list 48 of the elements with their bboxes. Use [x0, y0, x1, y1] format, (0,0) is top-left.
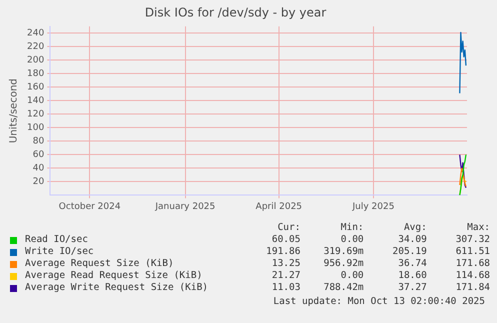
text: Min:: [340, 222, 364, 234]
y-tick-label: 40: [32, 164, 44, 174]
text: Max:: [466, 222, 490, 234]
x-tick-label: January 2025: [154, 202, 216, 212]
legend-label: Average Write Request Size (KiB): [25, 282, 210, 294]
y-tick-label: 120: [26, 110, 44, 120]
legend-label: Average Request Size (KiB): [25, 258, 175, 270]
text: 171.68: [454, 258, 490, 270]
text: 18.60: [397, 270, 427, 282]
text: 307.32: [454, 234, 490, 246]
y-tick-label: 80: [32, 136, 44, 147]
y-tick-label: 180: [26, 69, 44, 80]
text: 34.09: [397, 234, 427, 246]
chart-title: Disk IOs for /dev/sdy - by year: [144, 5, 326, 20]
legend-label: Write IO/sec: [25, 246, 95, 258]
text: Cur:: [276, 222, 300, 234]
text: 37.27: [397, 282, 427, 294]
text: 21.27: [270, 270, 300, 282]
x-tick-label: October 2024: [58, 202, 121, 212]
y-tick-label: 140: [26, 96, 44, 106]
x-tick-label: July 2025: [351, 202, 394, 212]
legend-label: Average Read Request Size (KiB): [25, 270, 204, 282]
y-tick-label: 220: [26, 42, 44, 52]
x-tick-label: April 2025: [256, 202, 302, 212]
y-tick-label: 160: [26, 82, 44, 93]
text: 11.03: [270, 282, 300, 294]
legend-label: Read IO/sec: [25, 234, 89, 246]
y-tick-label: 60: [32, 150, 44, 160]
text: 60.05: [270, 234, 300, 246]
y-tick-label: 100: [26, 123, 44, 134]
text: 205.19: [392, 246, 427, 258]
text: 114.68: [454, 270, 490, 282]
y-tick-label: 240: [26, 28, 44, 38]
text: 956.92m: [322, 258, 364, 270]
text: Last update: Mon Oct 13 02:00:40 2025: [273, 296, 485, 307]
text: 13.25: [270, 258, 300, 270]
text: 171.84: [454, 282, 490, 294]
y-axis-title: Units/second: [8, 78, 20, 144]
text: 191.86: [265, 246, 300, 258]
text: 36.74: [397, 258, 427, 270]
text: 0.00: [340, 234, 364, 246]
text: 788.42m: [322, 282, 364, 294]
y-tick-label: 200: [26, 56, 44, 66]
text: 319.69m: [322, 246, 364, 258]
text: 0.00: [340, 270, 364, 282]
y-tick-label: 20: [32, 177, 44, 188]
text: Avg:: [402, 222, 427, 234]
text: 611.51: [454, 246, 490, 258]
